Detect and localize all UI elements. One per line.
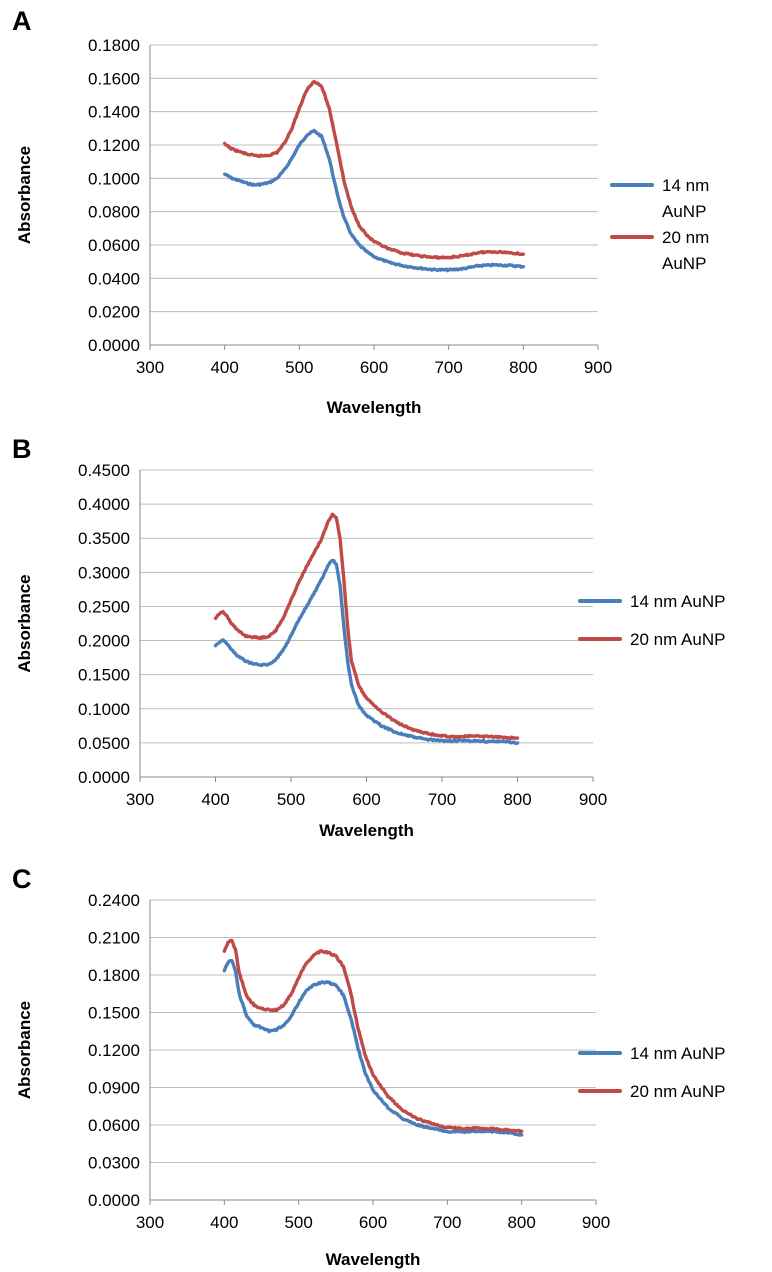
y-tick-label: 0.0600 — [88, 236, 140, 255]
x-tick-label: 700 — [434, 358, 462, 377]
x-tick-label: 400 — [210, 358, 238, 377]
y-tick-label: 0.0900 — [88, 1079, 140, 1098]
x-tick-label: 700 — [433, 1213, 461, 1232]
x-tick-label: 300 — [126, 790, 154, 809]
series-line-14nm — [222, 128, 526, 273]
y-tick-label: 0.0400 — [88, 269, 140, 288]
y-tick-label: 0.2400 — [88, 891, 140, 910]
y-tick-label: 0.1400 — [88, 103, 140, 122]
y-axis-title: Absorbance — [15, 1001, 34, 1099]
series-line-20nm — [222, 79, 526, 260]
x-tick-label: 800 — [503, 790, 531, 809]
y-tick-label: 0.1800 — [88, 36, 140, 55]
legend-label: 20 nm AuNP — [630, 630, 725, 649]
x-tick-label: 600 — [352, 790, 380, 809]
y-tick-label: 0.1800 — [88, 966, 140, 985]
x-tick-label: 300 — [136, 358, 164, 377]
y-tick-label: 0.1200 — [88, 1041, 140, 1060]
series-line-20nm — [213, 512, 520, 741]
y-tick-label: 0.0000 — [88, 336, 140, 355]
legend-label: 14 nm AuNP — [630, 1044, 725, 1063]
x-tick-label: 500 — [277, 790, 305, 809]
legend-label: 14 nm AuNP — [630, 592, 725, 611]
y-tick-label: 0.0800 — [88, 203, 140, 222]
x-tick-label: 800 — [507, 1213, 535, 1232]
y-tick-label: 0.0600 — [88, 1116, 140, 1135]
x-tick-label: 600 — [359, 1213, 387, 1232]
legend-label: 20 nm AuNP — [630, 1082, 725, 1101]
y-tick-label: 0.2100 — [88, 929, 140, 948]
x-tick-label: 900 — [584, 358, 612, 377]
y-tick-label: 0.4500 — [78, 461, 130, 480]
x-tick-label: 400 — [210, 1213, 238, 1232]
y-tick-label: 0.0200 — [88, 303, 140, 322]
y-tick-label: 0.3500 — [78, 529, 130, 548]
legend-label: 14 nm — [662, 176, 709, 195]
x-tick-label: 600 — [360, 358, 388, 377]
x-tick-label: 300 — [136, 1213, 164, 1232]
x-tick-label: 500 — [285, 358, 313, 377]
chart-panel-a: A 0.0000 0.0200 0.0400 0.0600 0.0800 0.1000 0.1… — [12, 6, 709, 417]
y-tick-label: 0.0000 — [78, 768, 130, 787]
x-tick-label: 500 — [284, 1213, 312, 1232]
x-tick-label: 800 — [509, 358, 537, 377]
y-tick-label: 0.2500 — [78, 597, 130, 616]
x-axis-title: Wavelength — [326, 1250, 421, 1269]
panel-letter: A — [12, 6, 32, 36]
y-tick-label: 0.3000 — [78, 563, 130, 582]
y-axis-title: Absorbance — [15, 146, 34, 244]
y-tick-label: 0.0500 — [78, 734, 130, 753]
y-tick-label: 0.1600 — [88, 69, 140, 88]
y-axis-title: Absorbance — [15, 574, 34, 672]
y-tick-label: 0.1500 — [78, 666, 130, 685]
y-tick-label: 0.1000 — [88, 169, 140, 188]
series-line-20nm — [222, 938, 524, 1134]
panel-letter: C — [12, 864, 32, 894]
y-tick-label: 0.4000 — [78, 495, 130, 514]
x-tick-label: 700 — [428, 790, 456, 809]
y-tick-label: 0.1200 — [88, 136, 140, 155]
legend-label: AuNP — [662, 254, 706, 273]
x-tick-label: 400 — [201, 790, 229, 809]
chart-panel-b: B 0.0000 0.0500 0.1000 0.1500 0.2000 0.2500 0.3… — [12, 434, 725, 840]
x-tick-label: 900 — [582, 1213, 610, 1232]
y-tick-label: 0.0300 — [88, 1154, 140, 1173]
x-axis-title: Wavelength — [327, 398, 422, 417]
panel-letter: B — [12, 434, 32, 464]
y-tick-label: 0.0000 — [88, 1191, 140, 1210]
y-tick-label: 0.1500 — [88, 1004, 140, 1023]
legend-label: AuNP — [662, 202, 706, 221]
legend-label: 20 nm — [662, 228, 709, 247]
series-line-14nm — [222, 958, 524, 1137]
chart-panel-c: C 0.0000 0.0300 0.0600 0.0900 0.1200 0.1500 0.1… — [12, 864, 725, 1269]
x-axis-title: Wavelength — [319, 821, 414, 840]
y-tick-label: 0.2000 — [78, 632, 130, 651]
y-tick-label: 0.1000 — [78, 700, 130, 719]
x-tick-label: 900 — [579, 790, 607, 809]
series-line-14nm — [213, 558, 520, 746]
